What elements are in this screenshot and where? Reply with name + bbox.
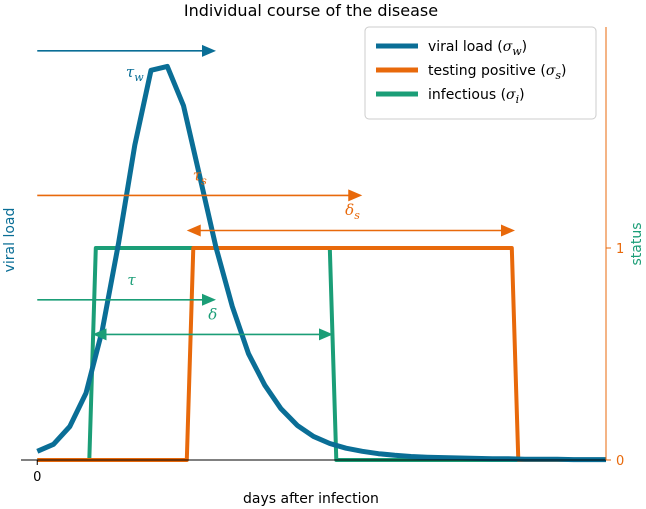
- annotation-label-1: τs: [193, 167, 207, 188]
- annotation-label-3: τ: [127, 271, 136, 289]
- annotation-arrow-2-head-left: [186, 224, 201, 237]
- legend-box: [364, 26, 597, 120]
- right-tick-label-0: 0: [616, 454, 624, 469]
- chart-title: Individual course of the disease: [184, 1, 438, 20]
- legend-label-viral: viral load (σw): [428, 39, 527, 58]
- legend-label-testing: testing positive (σs): [428, 63, 567, 82]
- series-line-viral: [36, 63, 606, 463]
- annotation-arrow-2-head-right: [501, 224, 515, 237]
- x-tick-label-0: 0: [33, 470, 41, 485]
- annotation-label-2: δs: [345, 201, 360, 222]
- x-axis-label: days after infection: [243, 491, 379, 507]
- annotation-arrow-3-head-right: [202, 293, 216, 306]
- series-line-infectious: [37, 246, 606, 462]
- left-axis-label: viral load: [2, 208, 18, 273]
- right-tick-label-1: 1: [616, 242, 624, 257]
- annotation-label-4: δ: [208, 305, 217, 323]
- series-line-testing: [37, 246, 606, 462]
- annotation-arrow-4-head-left: [92, 328, 107, 341]
- annotation-arrow-4-head-right: [319, 328, 333, 341]
- annotation-arrow-0-head-right: [202, 44, 216, 57]
- right-axis-label: status: [629, 222, 645, 265]
- annotation-label-0: τw: [126, 63, 144, 84]
- legend-label-infectious: infectious (σi): [428, 87, 525, 106]
- annotation-arrow-1-head-right: [348, 189, 363, 202]
